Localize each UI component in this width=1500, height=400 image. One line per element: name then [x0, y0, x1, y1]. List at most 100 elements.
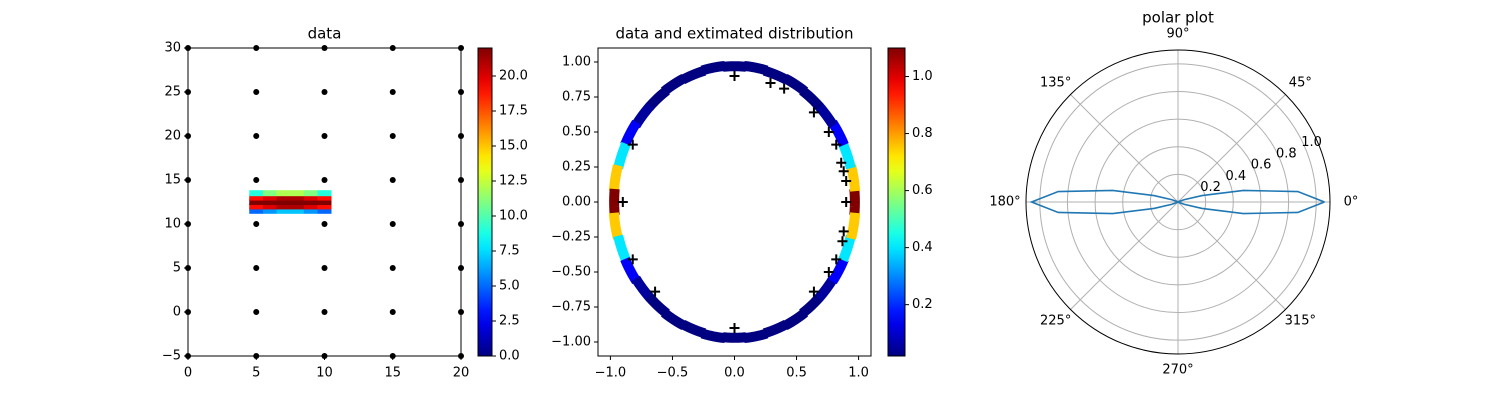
data-point: [849, 188, 860, 216]
polar-frame: [1025, 49, 1331, 355]
data-point: [303, 203, 318, 210]
data-point: [680, 65, 707, 85]
colorbar-tick-label: 0.8: [912, 126, 933, 141]
data-point: [831, 139, 842, 150]
data-point: [276, 203, 291, 210]
data-point: [823, 267, 834, 277]
data-point: [317, 203, 332, 210]
theta-tick-label: 45°: [1289, 76, 1312, 91]
grid-spoke: [1177, 201, 1286, 310]
data-point: [317, 199, 332, 205]
grid-spoke: [1070, 94, 1179, 203]
data-point: [613, 234, 631, 263]
y-tick-label: 15: [164, 173, 181, 188]
data-point: [729, 71, 740, 81]
data-point: [838, 234, 856, 263]
data-point: [253, 309, 260, 315]
y-tick-label: −0.25: [551, 230, 591, 245]
data-point: [617, 197, 628, 207]
colorbar-tick-label: 0.0: [499, 349, 520, 364]
colorbar-tick-label: 17.5: [499, 104, 528, 119]
data-point: [650, 286, 661, 297]
colorbar-tick-label: 7.5: [499, 244, 520, 259]
data-point: [317, 190, 332, 197]
data-point: [846, 164, 861, 192]
data-point: [303, 199, 318, 205]
data-point: [389, 133, 396, 139]
data-point: [249, 207, 264, 214]
y-tick-label: 0.50: [562, 125, 591, 140]
data-point: [841, 197, 852, 207]
x-tick-label: 1.0: [848, 366, 869, 381]
chart-title: polar plot: [1142, 9, 1214, 27]
colorbar-tick-label: 12.5: [499, 174, 528, 189]
data-point: [253, 177, 260, 183]
x-tick-label: 0.5: [786, 366, 807, 381]
colorbar-tick-label: 0.4: [912, 240, 933, 255]
y-tick-label: −0.50: [551, 265, 591, 280]
data-point: [249, 203, 264, 210]
data-point: [808, 286, 819, 297]
data-point: [823, 127, 834, 137]
data-point: [799, 86, 824, 111]
data-point: [627, 254, 638, 265]
r-tick-label: 0.6: [1251, 158, 1272, 173]
data-point: [290, 199, 305, 205]
data-point: [631, 102, 655, 129]
data-point: [276, 207, 291, 214]
y-tick-label: 0.00: [562, 195, 591, 210]
data-point: [722, 61, 747, 72]
data-point: [249, 190, 264, 197]
data-point: [276, 190, 291, 197]
theta-tick-label: 0°: [1344, 195, 1359, 210]
data-point: [836, 157, 847, 168]
data-point: [389, 309, 396, 315]
data-point: [846, 212, 861, 240]
data-point: [253, 133, 260, 139]
data-point: [729, 323, 740, 333]
colorbar-tick-label: 20.0: [499, 69, 528, 84]
data-point: [321, 265, 328, 271]
data-point: [389, 177, 396, 183]
data-point: [828, 119, 849, 147]
y-tick-label: −1.00: [551, 335, 591, 350]
y-tick-label: −5: [162, 349, 181, 364]
data-point: [262, 203, 277, 210]
theta-tick-label: 180°: [989, 195, 1020, 210]
colorbar-tick-label: 1.0: [912, 69, 933, 84]
data-point: [321, 177, 328, 183]
data-point: [262, 199, 277, 205]
data-point: [276, 194, 291, 201]
y-tick-label: −0.75: [551, 300, 591, 315]
r-tick-label: 0.4: [1225, 169, 1246, 184]
theta-tick-label: 270°: [1162, 363, 1193, 378]
data-point: [722, 332, 747, 343]
x-tick-label: −1.0: [595, 366, 627, 381]
data-point: [831, 254, 842, 265]
data-point: [608, 212, 623, 240]
data-point: [743, 60, 769, 76]
y-tick-label: 5: [173, 261, 181, 276]
data-point: [680, 319, 707, 339]
x-tick-label: 5: [252, 366, 260, 381]
data-point: [290, 190, 305, 197]
data-point: [743, 328, 769, 344]
colorbar-tick-label: 2.5: [499, 314, 520, 329]
y-tick-label: 30: [164, 41, 181, 56]
colorbar-tick-label: 5.0: [499, 279, 520, 294]
colorbar-tick-label: 15.0: [499, 139, 528, 154]
chart-title: data: [308, 25, 342, 43]
x-tick-label: 0: [184, 366, 192, 381]
data-point: [389, 89, 396, 95]
data-point: [253, 221, 260, 227]
data-point: [645, 86, 670, 111]
r-tick-label: 1.0: [1301, 135, 1322, 150]
theta-tick-label: 315°: [1285, 313, 1316, 328]
data-point: [814, 102, 838, 129]
theta-tick-label: 225°: [1040, 313, 1071, 328]
x-tick-label: 0.0: [724, 366, 745, 381]
colorbar: [477, 47, 493, 357]
data-point: [799, 293, 824, 318]
axes-frame: [187, 47, 462, 357]
data-line: [1029, 189, 1325, 215]
